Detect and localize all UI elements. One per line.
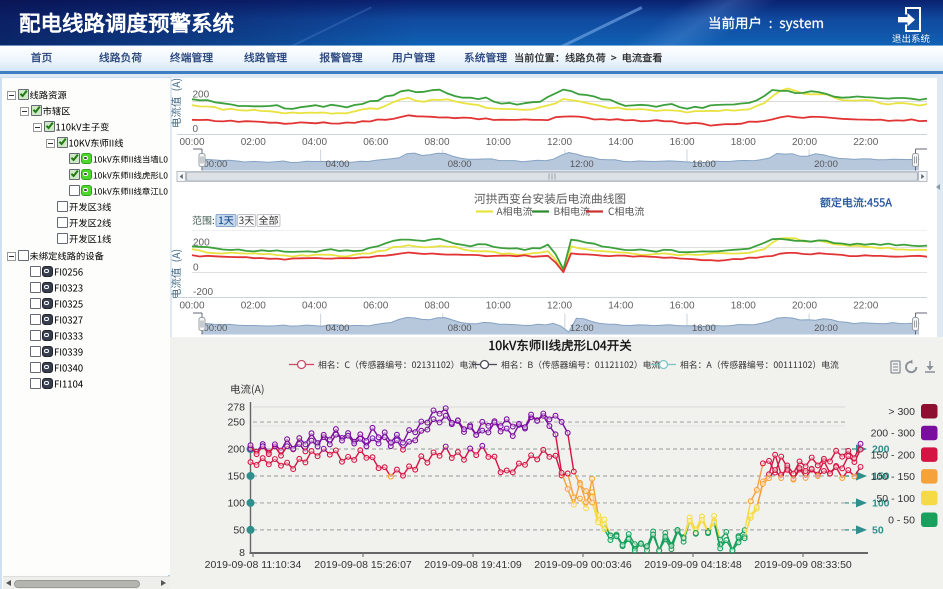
svg-text:02:00: 02:00 [241,301,266,312]
svg-text:2019-09-08 15:26:07: 2019-09-08 15:26:07 [314,559,412,571]
svg-text:200: 200 [872,444,890,456]
svg-text:10:00: 10:00 [486,137,511,148]
svg-text:12:00: 12:00 [570,323,594,334]
svg-text:150: 150 [227,470,245,482]
svg-text:100: 100 [872,497,890,509]
svg-text:2019-09-09 08:33:50: 2019-09-09 08:33:50 [754,559,852,571]
svg-text:150: 150 [872,470,890,482]
svg-text:18:00: 18:00 [731,137,756,148]
svg-text:08:00: 08:00 [448,323,472,334]
svg-text:16:00: 16:00 [692,323,716,334]
svg-text:06:00: 06:00 [363,137,388,148]
svg-text:50: 50 [872,524,884,536]
svg-text:2019-09-09 00:03:46: 2019-09-09 00:03:46 [534,559,632,571]
svg-text:100: 100 [227,497,245,509]
svg-text:50: 50 [233,524,245,536]
svg-text:00:00: 00:00 [204,159,228,170]
svg-text:00:00: 00:00 [179,301,204,312]
svg-text:00:00: 00:00 [179,137,204,148]
svg-text:22:00: 22:00 [853,301,878,312]
svg-text:> 300: > 300 [888,406,915,418]
svg-text:100 - 150: 100 - 150 [871,471,916,483]
svg-text:20:00: 20:00 [792,301,817,312]
svg-text:200 - 300: 200 - 300 [871,428,916,440]
svg-text:14:00: 14:00 [608,137,633,148]
svg-text:0: 0 [193,124,199,135]
svg-text:20:00: 20:00 [814,323,838,334]
svg-text:8: 8 [239,547,245,559]
svg-text:04:00: 04:00 [302,301,327,312]
svg-text:12:00: 12:00 [547,137,572,148]
svg-text:02:00: 02:00 [241,137,266,148]
svg-text:08:00: 08:00 [448,159,472,170]
svg-text:2019-09-08 11:10:34: 2019-09-08 11:10:34 [205,559,302,571]
svg-text:250: 250 [227,417,245,429]
svg-text:16:00: 16:00 [669,301,694,312]
svg-text:200: 200 [193,238,210,249]
svg-text:20:00: 20:00 [792,137,817,148]
svg-text:18:00: 18:00 [731,301,756,312]
svg-text:150 - 200: 150 - 200 [871,449,916,461]
svg-text:12:00: 12:00 [547,301,572,312]
svg-text:2019-09-09 04:18:48: 2019-09-09 04:18:48 [644,559,742,571]
svg-text:200: 200 [227,444,245,456]
svg-text:-200: -200 [193,287,213,298]
svg-text:20:00: 20:00 [814,159,838,170]
svg-text:10:00: 10:00 [486,301,511,312]
svg-text:04:00: 04:00 [326,159,350,170]
svg-text:06:00: 06:00 [363,301,388,312]
svg-text:00:00: 00:00 [204,323,228,334]
svg-text:12:00: 12:00 [570,159,594,170]
svg-text:278: 278 [227,401,245,413]
svg-text:0: 0 [193,263,199,274]
svg-text:50 - 100: 50 - 100 [876,493,915,505]
svg-text:2019-09-08 19:41:09: 2019-09-08 19:41:09 [424,559,522,571]
svg-text:22:00: 22:00 [853,137,878,148]
svg-text:16:00: 16:00 [669,137,694,148]
svg-text:16:00: 16:00 [692,159,716,170]
svg-text:04:00: 04:00 [326,323,350,334]
svg-text:08:00: 08:00 [424,301,449,312]
svg-text:200: 200 [193,90,210,101]
svg-text:08:00: 08:00 [424,137,449,148]
svg-text:0 - 50: 0 - 50 [888,515,915,527]
svg-text:04:00: 04:00 [302,137,327,148]
svg-text:14:00: 14:00 [608,301,633,312]
